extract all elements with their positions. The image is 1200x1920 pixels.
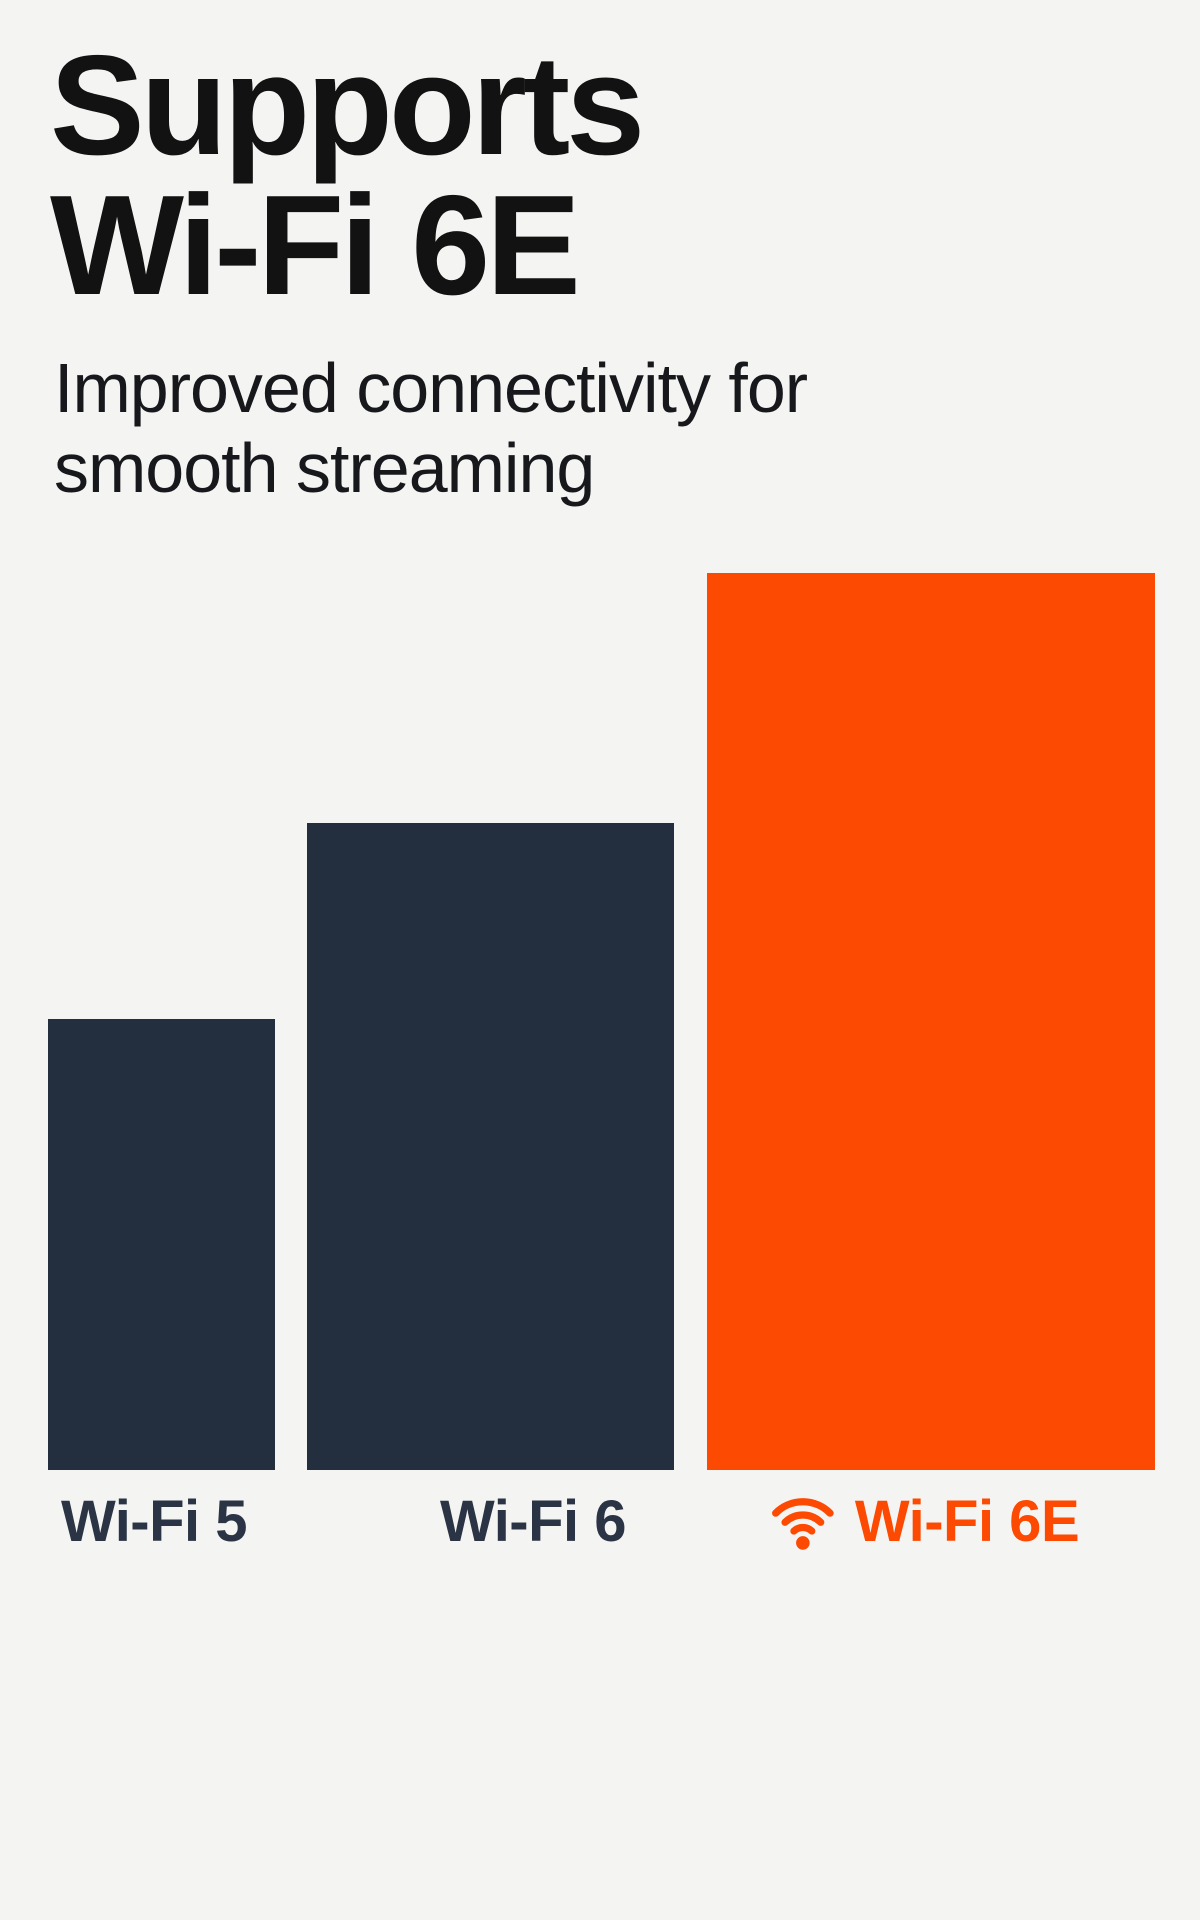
bar-label-text: Wi-Fi 5 (60, 1489, 248, 1554)
bar-chart-labels: Wi-Fi 5 Wi-Fi 6 Wi-Fi 6E (0, 1490, 1200, 1560)
wifi-icon (769, 1494, 837, 1551)
page-subtitle-line-1: Improved connectivity for (54, 349, 808, 427)
page-title-line-1: Supports (50, 26, 645, 185)
page-title-line-2: Wi-Fi 6E (50, 166, 581, 325)
bar-chart (48, 573, 1155, 1470)
bar-label-wi-fi-6e: Wi-Fi 6E (769, 1489, 1080, 1554)
bar-label-text: Wi-Fi 6 (439, 1489, 627, 1554)
page-subtitle-line-2: smooth streaming (54, 429, 595, 507)
bar-wi-fi-6e (707, 573, 1155, 1470)
bar-label-wi-fi-6: Wi-Fi 6 (439, 1489, 627, 1554)
page-subtitle: Improved connectivity for smooth streami… (54, 348, 808, 508)
bar-wi-fi-6 (307, 823, 674, 1470)
page-title: Supports Wi-Fi 6E (50, 26, 645, 325)
bar-wi-fi-5 (48, 1019, 275, 1470)
bar-label-wi-fi-5: Wi-Fi 5 (60, 1489, 248, 1554)
bar-label-text: Wi-Fi 6E (854, 1489, 1080, 1554)
